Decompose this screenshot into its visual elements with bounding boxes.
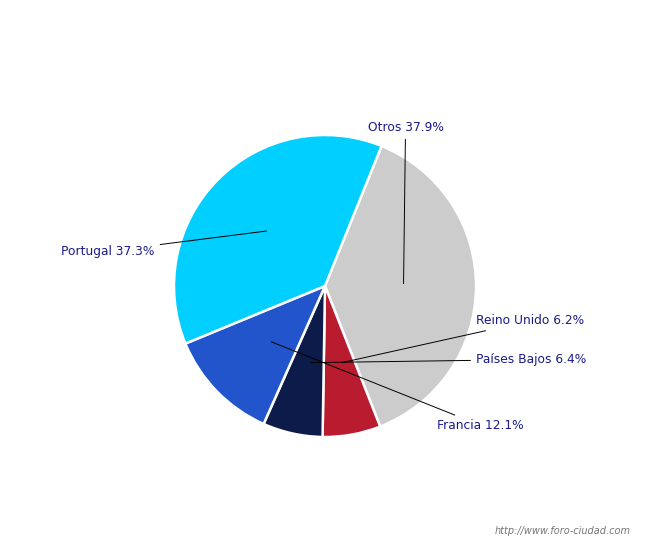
Text: Francia 12.1%: Francia 12.1% — [271, 342, 524, 432]
Text: Reino Unido 6.2%: Reino Unido 6.2% — [342, 315, 584, 362]
Wedge shape — [174, 135, 382, 344]
Text: Países Bajos 6.4%: Países Bajos 6.4% — [311, 353, 586, 366]
Wedge shape — [325, 146, 476, 427]
Wedge shape — [264, 286, 325, 437]
Text: Otros 37.9%: Otros 37.9% — [368, 121, 443, 284]
Text: Gines - Turistas extranjeros según país - Agosto de 2024: Gines - Turistas extranjeros según país … — [118, 14, 532, 31]
Text: Portugal 37.3%: Portugal 37.3% — [61, 231, 266, 257]
Wedge shape — [322, 286, 380, 437]
Wedge shape — [185, 286, 325, 424]
Text: http://www.foro-ciudad.com: http://www.foro-ciudad.com — [495, 526, 630, 536]
